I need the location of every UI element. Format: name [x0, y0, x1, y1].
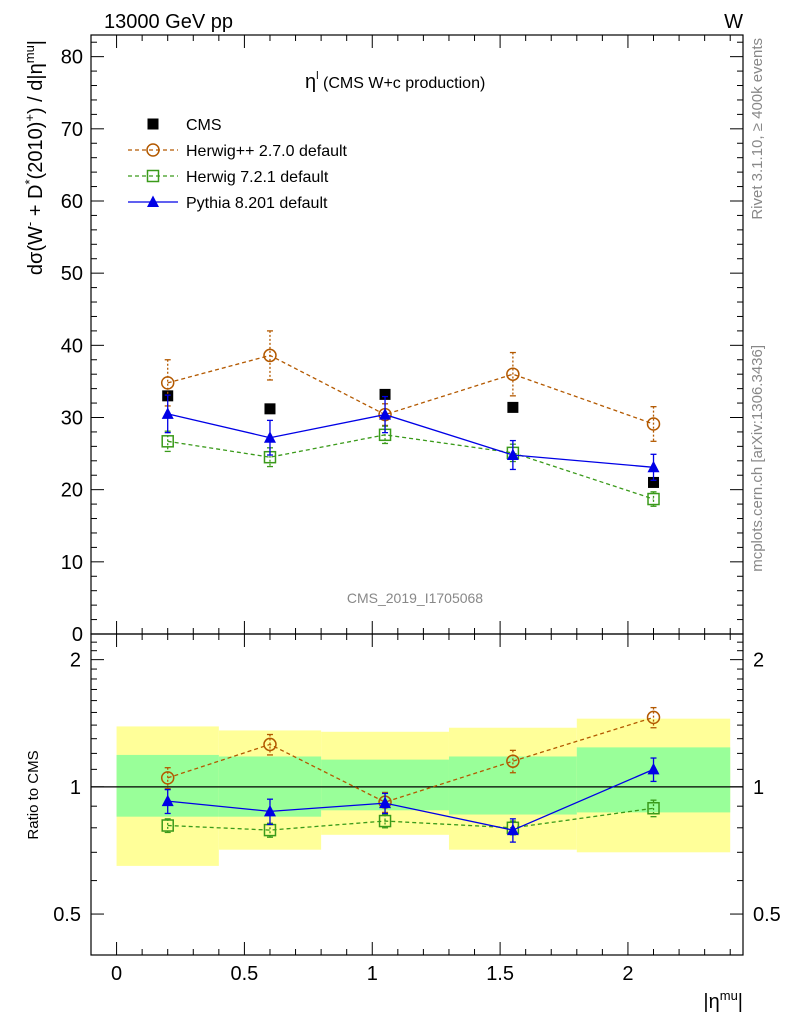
- ratio-band-green: [448, 756, 577, 815]
- main-point-herwigpp: [646, 417, 661, 431]
- ratio-point-herwigpp: [263, 737, 277, 752]
- legend-entry-herwigpp: Herwig++ 2.7.0 default: [128, 143, 348, 160]
- rivet-label: Rivet 3.1.10, ≥ 400k events: [749, 38, 766, 220]
- main-point-pythia: [647, 460, 660, 473]
- x-tick-label: 0.5: [231, 963, 259, 985]
- x-axis-label: |ηmu|: [703, 988, 743, 1013]
- main-series-pythia: [161, 394, 660, 481]
- main-point-cms: [264, 403, 276, 415]
- ratio-point-pythia: [647, 762, 660, 775]
- main-point-cms: [507, 401, 519, 413]
- legend-marker-pythia: [147, 195, 159, 207]
- legend-entry-cms: CMS: [147, 117, 222, 134]
- mcplots-label: mcplots.cern.ch [arXiv:1306.3436]: [749, 345, 766, 572]
- main-y-tick-label: 50: [61, 263, 83, 285]
- legend: CMS Herwig++ 2.7.0 default Herwig 7.2.1 de…: [128, 117, 348, 212]
- energy-label: 13000 GeV pp: [104, 11, 233, 33]
- main-point-herwigpp: [160, 376, 175, 390]
- main-point-herwigpp: [506, 367, 520, 381]
- main-y-tick-label: 0: [72, 624, 83, 646]
- ratio-point-pythia: [263, 804, 276, 817]
- ratio-y-tick-label: 0.5: [53, 904, 81, 926]
- main-y-tick-label: 40: [61, 335, 83, 357]
- main-y-tick-label: 10: [61, 552, 83, 574]
- main-point-pythia: [379, 408, 392, 420]
- ratio-y-tick-label-right: 0.5: [753, 904, 781, 926]
- x-tick-label: 2: [622, 963, 633, 985]
- ratio-point-pythia: [506, 823, 519, 836]
- legend-label-cms: CMS: [186, 117, 222, 134]
- ratio-series-pythia: [161, 757, 660, 843]
- ratio-point-pythia: [161, 794, 174, 807]
- main-y-tick-label: 80: [61, 47, 83, 69]
- main-point-herwig7: [647, 492, 660, 506]
- ratio-series-group: [160, 706, 661, 843]
- legend-label-herwig7: Herwig 7.2.1 default: [186, 169, 329, 186]
- legend-label-pythia: Pythia 8.201 default: [186, 195, 328, 212]
- legend-marker-herwig7: [146, 169, 160, 183]
- axes: 0 10 20 30 40 50 60 70 80 0 0.5 1 1.5 2 0.5 0.5 1 1 2 2: [53, 34, 781, 985]
- main-point-herwig7: [161, 435, 174, 448]
- legend-entry-pythia: Pythia 8.201 default: [128, 195, 328, 212]
- main-y-tick-label: 70: [61, 119, 83, 141]
- ratio-y-tick-label: 2: [70, 650, 81, 672]
- ratio-y-tick-label: 1: [70, 777, 81, 799]
- legend-marker-herwigpp: [146, 143, 160, 157]
- ratio-point-herwigpp: [646, 710, 661, 725]
- ratio-point-herwig7: [647, 801, 660, 815]
- main-line-herwigpp: [167, 354, 654, 425]
- legend-label-herwigpp: Herwig++ 2.7.0 default: [186, 143, 348, 160]
- main-point-herwigpp: [263, 348, 277, 363]
- main-line-herwig7: [167, 434, 654, 500]
- x-tick-label: 1.5: [486, 963, 514, 985]
- ratio-line-herwigpp: [167, 716, 654, 803]
- legend-marker-cms: [147, 118, 159, 130]
- legend-entry-herwig7: Herwig 7.2.1 default: [128, 169, 329, 186]
- x-tick-label: 1: [367, 963, 378, 985]
- ratio-frame: [90, 633, 744, 956]
- main-plot-title: ηl (CMS W+c production): [305, 70, 485, 93]
- main-y-axis-label: dσ(W- + D*(2010)+) / d|ηmu|: [22, 40, 47, 275]
- main-series-herwigpp: [160, 330, 661, 442]
- main-line-pythia: [167, 413, 654, 468]
- main-y-tick-label: 20: [61, 480, 83, 502]
- ratio-y-tick-label-right: 1: [753, 777, 764, 799]
- ratio-point-herwigpp: [506, 754, 520, 768]
- ratio-point-herwig7: [378, 814, 392, 828]
- ratio-y-axis-label: Ratio to CMS: [25, 750, 42, 839]
- ratio-y-tick-label-right: 2: [753, 650, 764, 672]
- main-point-pythia: [506, 448, 519, 461]
- main-point-pythia: [161, 407, 174, 419]
- main-y-tick-label: 60: [61, 191, 83, 213]
- data-series: [160, 330, 661, 843]
- ratio-point-herwig7: [161, 819, 174, 832]
- main-point-pythia: [263, 431, 276, 443]
- main-point-cms: [379, 388, 391, 400]
- main-point-cms: [648, 476, 660, 488]
- main-series-group: [160, 330, 661, 507]
- ratio-point-herwigpp: [160, 771, 175, 785]
- analysis-id: CMS_2019_I1705068: [347, 590, 483, 606]
- ratio-point-pythia: [379, 796, 392, 809]
- main-series-herwig7: [161, 425, 660, 507]
- main-y-tick-label: 30: [61, 407, 83, 429]
- process-label: W: [724, 11, 743, 33]
- x-tick-label: 0: [111, 963, 122, 985]
- ratio-line-herwig7: [167, 807, 654, 831]
